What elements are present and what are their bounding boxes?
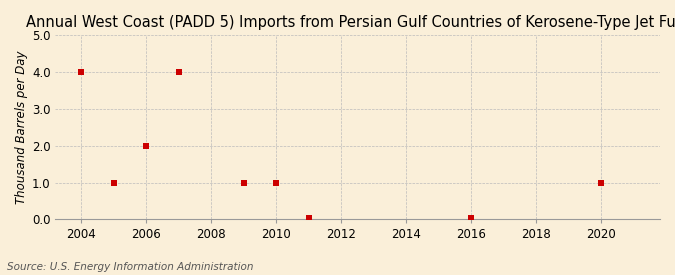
Point <box>238 180 249 185</box>
Point <box>271 180 281 185</box>
Y-axis label: Thousand Barrels per Day: Thousand Barrels per Day <box>15 51 28 204</box>
Point <box>76 70 86 74</box>
Point <box>173 70 184 74</box>
Text: Source: U.S. Energy Information Administration: Source: U.S. Energy Information Administ… <box>7 262 253 272</box>
Point <box>596 180 607 185</box>
Point <box>303 216 314 221</box>
Point <box>140 144 151 148</box>
Title: Annual West Coast (PADD 5) Imports from Persian Gulf Countries of Kerosene-Type : Annual West Coast (PADD 5) Imports from … <box>26 15 675 30</box>
Point <box>108 180 119 185</box>
Point <box>466 216 477 221</box>
